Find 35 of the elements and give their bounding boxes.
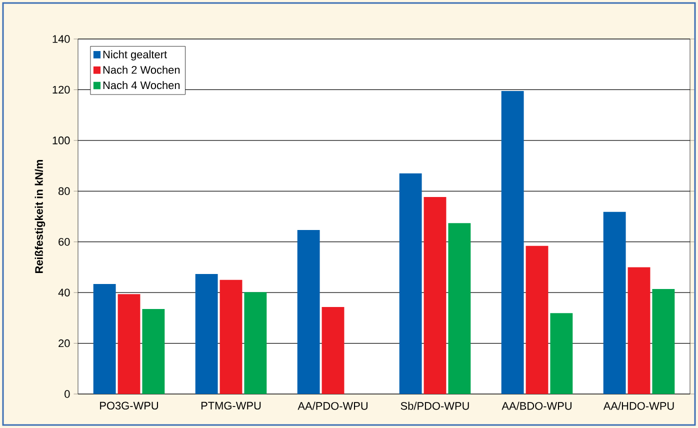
x-tick-label: Sb/PDO-WPU xyxy=(400,402,469,410)
bar xyxy=(550,313,573,394)
y-tick-label: 40 xyxy=(58,288,70,296)
x-tick-label: PO3G-WPU xyxy=(100,402,158,410)
bar xyxy=(603,212,626,394)
bar xyxy=(322,307,344,394)
legend-label: Nach 4 Wochen xyxy=(103,81,180,90)
x-tick-label: AA/BDO-WPU xyxy=(502,402,572,410)
bar xyxy=(93,284,116,394)
bar xyxy=(628,267,650,394)
bar xyxy=(195,274,218,394)
x-tick-label: PTMG-WPU xyxy=(201,402,261,410)
bar xyxy=(526,246,548,394)
y-tick-label: 80 xyxy=(58,187,70,196)
y-tick-label: 140 xyxy=(52,35,70,43)
y-tick-label: 120 xyxy=(52,86,70,94)
legend-label: Nicht gealtert xyxy=(103,50,167,60)
bar xyxy=(220,280,242,394)
legend-label: Nach 2 Wochen xyxy=(103,66,180,74)
bar xyxy=(424,196,446,394)
bar xyxy=(399,173,422,394)
bar xyxy=(652,289,675,394)
x-tick-label: AA/HDO-WPU xyxy=(603,402,674,410)
bar xyxy=(448,223,471,394)
y-axis-title: Reißfestigkeit in kN/m xyxy=(34,160,46,274)
y-tick-label: 0 xyxy=(64,390,70,398)
bar xyxy=(118,294,140,394)
bar xyxy=(244,292,267,394)
bar xyxy=(501,90,524,394)
y-tick-label: 20 xyxy=(58,339,70,348)
bar xyxy=(297,230,320,394)
y-tick-label: 100 xyxy=(52,136,70,144)
bar xyxy=(142,309,165,394)
x-tick-label: AA/PDO-WPU xyxy=(298,402,368,410)
y-tick-label: 60 xyxy=(58,238,70,246)
